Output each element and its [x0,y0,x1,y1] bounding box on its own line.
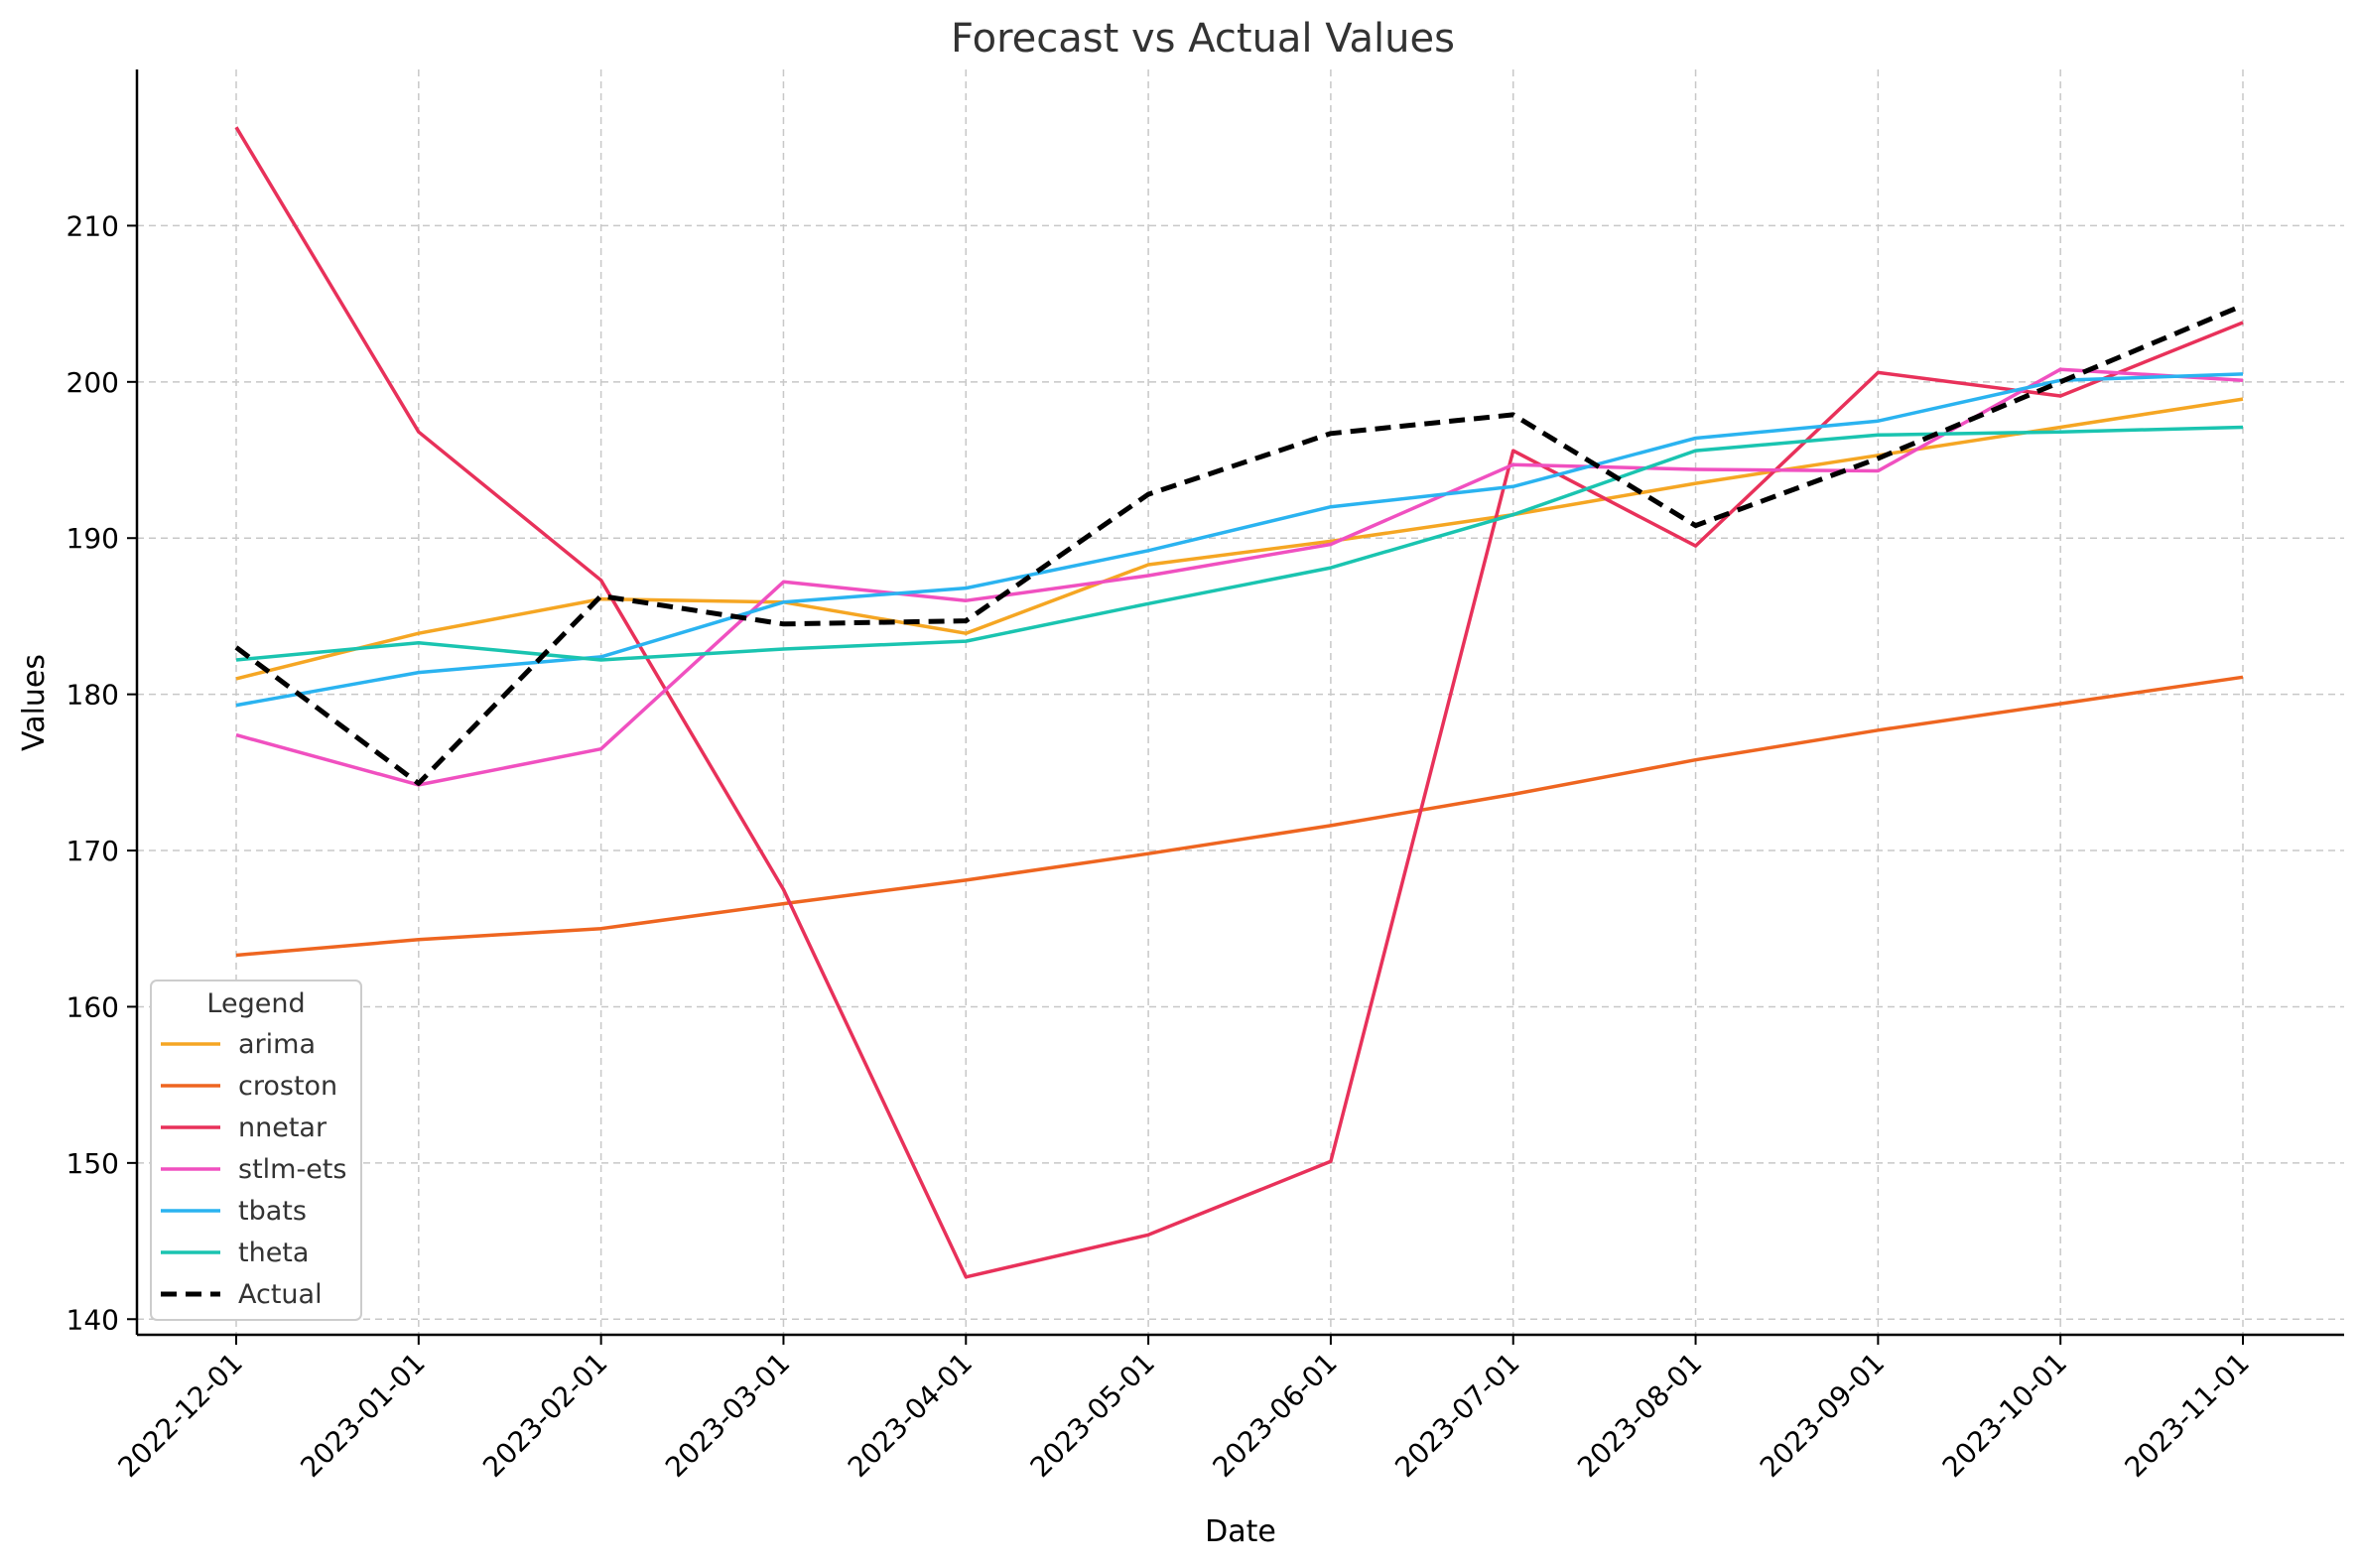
x-tick-label: 2023-06-01 [1206,1347,1343,1484]
grid [137,69,2344,1335]
y-tick-label: 160 [66,990,119,1023]
legend-label-actual: Actual [238,1279,323,1310]
x-tick-label: 2023-04-01 [842,1347,979,1484]
x-tick-label: 2023-08-01 [1571,1347,1708,1484]
x-tick-label: 2023-02-01 [476,1347,613,1484]
y-tick-label: 170 [66,835,119,867]
series-line-tbats [235,372,2244,708]
series-line-nnetar [234,126,2244,1279]
legend: Legend arima croston nnetar stlm-ets tbats th… [150,980,362,1321]
y-tick-label: 190 [66,522,119,555]
legend-label-theta: theta [238,1238,309,1268]
y-tick-label: 200 [66,366,119,399]
x-tick-label: 2023-05-01 [1024,1347,1161,1484]
series-line-actual [234,303,2244,786]
legend-label-tbats: tbats [238,1196,307,1227]
x-tick-label: 2022-12-01 [112,1347,249,1484]
y-axis-label: Values [17,654,52,751]
x-axis-label: Date [1205,1514,1276,1549]
x-tick-label: 2023-10-01 [1936,1347,2073,1484]
legend-items: arima croston nnetar stlm-ets tbats theta Actu… [161,1029,346,1310]
y-tick-label: 180 [66,679,119,712]
series-line-croston [235,675,2244,958]
x-tick-label: 2023-07-01 [1388,1347,1525,1484]
legend-title: Legend [206,988,305,1019]
y-tick-label: 210 [66,209,119,242]
x-tick-label: 2023-09-01 [1754,1347,1891,1484]
series-line-arima [235,397,2244,681]
y-tick-label: 150 [66,1147,119,1180]
series-line-theta [235,425,2244,662]
legend-label-stlm-ets: stlm-ets [238,1154,346,1185]
axes [135,69,2344,1337]
x-ticks: 2022-12-01 2023-01-01 2023-02-01 2023-03-01… [112,1335,2256,1484]
chart-title: Forecast vs Actual Values [951,16,1455,62]
legend-box [150,980,362,1321]
y-tick-label: 140 [66,1303,119,1336]
legend-label-arima: arima [238,1029,316,1060]
series-lines [234,126,2244,1279]
x-tick-label: 2023-01-01 [294,1347,431,1484]
y-ticks: 140 150 160 170 180 190 200 210 [66,209,137,1336]
x-tick-label: 2023-03-01 [659,1347,796,1484]
series-line-stlm-ets [235,367,2244,787]
legend-label-nnetar: nnetar [238,1112,328,1143]
legend-label-croston: croston [238,1071,337,1102]
x-tick-label: 2023-11-01 [2119,1347,2256,1484]
